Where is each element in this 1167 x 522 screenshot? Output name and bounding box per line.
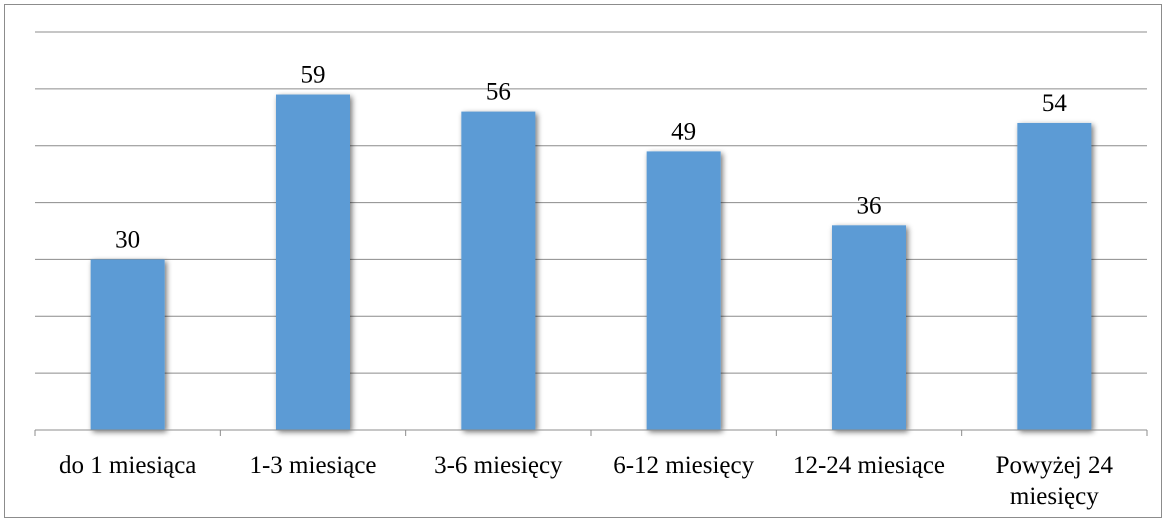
category-label: do 1 miesiąca [59,452,196,479]
data-label: 56 [486,79,511,106]
category-label: 3-6 miesięcy [434,452,563,479]
data-label: 36 [857,192,882,219]
category-label: 6-12 miesięcy [613,452,754,479]
category-label: Powyżej 24 miesięcy [996,452,1114,510]
data-label: 30 [115,226,140,253]
x-axis [34,429,1148,436]
bars [90,94,1092,431]
bar [276,94,350,431]
category-label: 12-24 miesiące [793,452,945,479]
bar [832,225,906,430]
category-labels: do 1 miesiąca 1-3 miesiące 3-6 miesięcy 6-1… [59,452,1114,510]
bar [1017,122,1092,430]
category-label: 1-3 miesiące [249,452,376,479]
gridlines [35,31,1147,374]
data-labels: 30 59 56 49 36 54 [115,62,1067,254]
data-label: 59 [301,62,326,89]
chart-frame [4,4,1162,518]
bar [90,259,165,430]
bar [461,111,536,430]
data-label: 54 [1042,90,1068,117]
bar [646,151,721,430]
data-label: 49 [671,118,696,145]
